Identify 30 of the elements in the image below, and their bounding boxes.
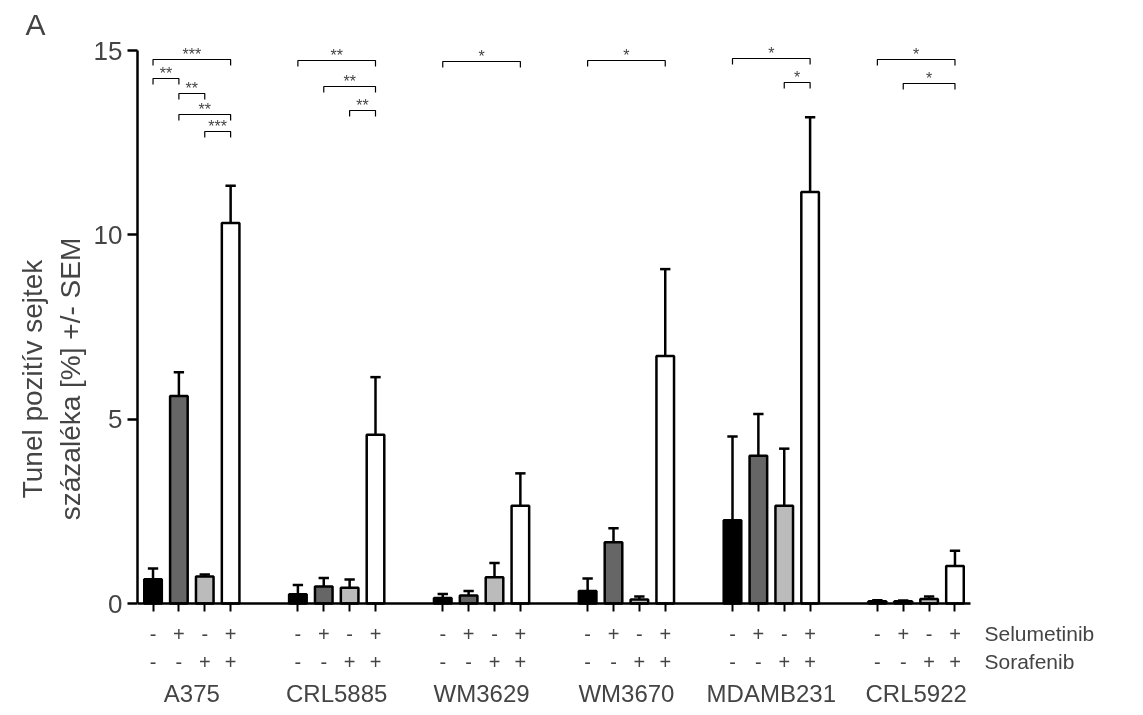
annotation: * xyxy=(913,45,920,63)
y-tick-label: 0 xyxy=(108,588,123,619)
x-tick-label: MDAMB231 xyxy=(706,680,836,707)
y-tick-label: 15 xyxy=(93,35,123,66)
annotation: ** xyxy=(343,72,356,90)
annotation: ** xyxy=(198,100,211,118)
y-tick-label: 10 xyxy=(93,219,123,250)
annotation: ** xyxy=(159,64,173,82)
annotation: * xyxy=(794,68,801,86)
x-tick-label: CRL5885 xyxy=(285,680,388,707)
text: Sorafenib xyxy=(984,650,1075,673)
x-tick-label: WM3629 xyxy=(433,680,530,707)
y-axis-title: Tunel pozitív sejtek százaléka [%] +/- SEM xyxy=(17,237,86,521)
annotation: ** xyxy=(356,96,369,114)
annotation: * xyxy=(926,69,933,87)
text: Selumetinib xyxy=(984,622,1095,645)
annotation: *** xyxy=(182,45,202,63)
chart-title: A xyxy=(25,7,46,41)
y-tick-label: 5 xyxy=(108,404,123,435)
annotation: *** xyxy=(208,117,228,135)
annotation: * xyxy=(768,44,775,62)
annotation: * xyxy=(623,46,630,64)
annotation: ** xyxy=(330,46,343,64)
x-tick-label: WM3670 xyxy=(578,680,675,707)
text: - - + + - - + + - - + + - - + + - - + + - - + + xyxy=(149,650,961,673)
text: - + - + - + - + - + - + - + - + - + - + - + - + xyxy=(149,622,961,645)
annotation: * xyxy=(478,47,485,65)
x-tick-label: A375 xyxy=(163,680,220,707)
annotation: ** xyxy=(185,79,199,97)
x-tick-label: CRL5922 xyxy=(865,680,967,707)
